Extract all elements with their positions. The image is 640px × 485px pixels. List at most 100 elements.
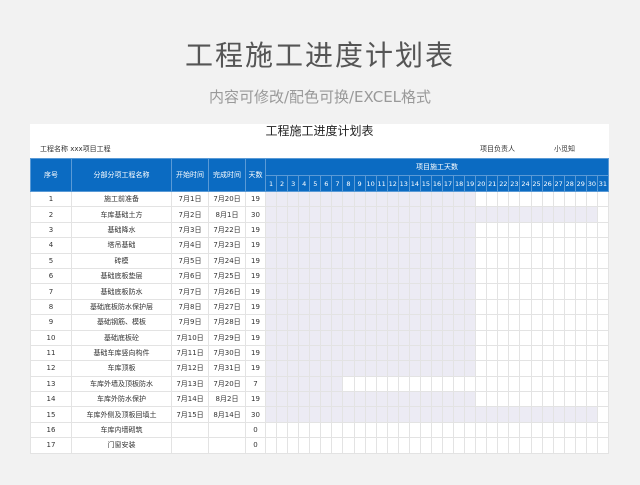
cell-name[interactable]: 基础底板砼 (71, 329, 172, 346)
cell-days[interactable]: 19 (245, 252, 266, 269)
cell-start[interactable]: 7月1日 (171, 190, 209, 208)
cell-name[interactable]: 塔吊基础 (71, 237, 172, 254)
cell-no[interactable]: 3 (30, 221, 72, 239)
cell-name[interactable]: 砖模 (71, 252, 172, 269)
cell-no[interactable]: 14 (30, 391, 72, 408)
cell-name[interactable]: 车库外防水保护 (71, 391, 172, 408)
cell-end[interactable]: 7月25日 (208, 267, 246, 285)
cell-name[interactable]: 基础底板防水 (71, 283, 172, 300)
gantt-bar-cell (342, 406, 355, 423)
cell-days[interactable]: 19 (245, 190, 266, 208)
cell-end[interactable]: 7月31日 (208, 360, 246, 377)
cell-name[interactable]: 车库基础土方 (71, 206, 172, 223)
cell-name[interactable]: 车库内墙砌筑 (71, 421, 172, 439)
cell-end[interactable]: 7月30日 (208, 344, 246, 362)
gantt-cell (574, 190, 587, 208)
cell-start[interactable]: 7月10日 (171, 329, 209, 346)
gantt-bar-cell (386, 360, 399, 377)
cell-days[interactable]: 19 (245, 298, 266, 316)
gantt-bar-cell (419, 267, 432, 285)
cell-days[interactable]: 30 (245, 406, 266, 423)
gantt-cell (596, 360, 610, 377)
cell-end[interactable]: 7月27日 (208, 298, 246, 316)
cell-start[interactable]: 7月15日 (171, 406, 209, 423)
cell-start[interactable]: 7月13日 (171, 375, 209, 393)
day-header: 7 (331, 175, 344, 192)
cell-start[interactable]: 7月9日 (171, 314, 209, 331)
cell-no[interactable]: 1 (30, 190, 72, 208)
cell-end[interactable] (208, 437, 246, 454)
cell-no[interactable]: 13 (30, 375, 72, 393)
cell-no[interactable]: 2 (30, 206, 72, 223)
cell-name[interactable]: 车库顶板 (71, 360, 172, 377)
cell-no[interactable]: 7 (30, 283, 72, 300)
cell-start[interactable] (171, 421, 209, 439)
gantt-bar-cell (264, 375, 278, 393)
cell-no[interactable]: 12 (30, 360, 72, 377)
cell-no[interactable]: 10 (30, 329, 72, 346)
cell-end[interactable]: 8月2日 (208, 391, 246, 408)
gantt-bar-cell (441, 298, 455, 316)
cell-no[interactable]: 8 (30, 298, 72, 316)
gantt-bar-cell (264, 237, 278, 254)
cell-no[interactable]: 15 (30, 406, 72, 423)
cell-start[interactable]: 7月8日 (171, 298, 209, 316)
cell-days[interactable]: 19 (245, 267, 266, 285)
cell-no[interactable]: 11 (30, 344, 72, 362)
cell-name[interactable]: 基础底板防水保护层 (71, 298, 172, 316)
cell-end[interactable]: 7月24日 (208, 252, 246, 269)
cell-end[interactable]: 7月28日 (208, 314, 246, 331)
cell-end[interactable]: 7月22日 (208, 221, 246, 239)
cell-end[interactable]: 7月29日 (208, 329, 246, 346)
cell-start[interactable]: 7月3日 (171, 221, 209, 239)
cell-end[interactable] (208, 421, 246, 439)
cell-days[interactable]: 19 (245, 221, 266, 239)
cell-days[interactable]: 19 (245, 391, 266, 408)
gantt-bar-cell (464, 360, 477, 377)
cell-end[interactable]: 7月26日 (208, 283, 246, 300)
cell-start[interactable]: 7月6日 (171, 267, 209, 285)
cell-days[interactable]: 19 (245, 360, 266, 377)
cell-days[interactable]: 19 (245, 237, 266, 254)
cell-start[interactable]: 7月2日 (171, 206, 209, 223)
cell-no[interactable]: 16 (30, 421, 72, 439)
cell-days[interactable]: 19 (245, 329, 266, 346)
cell-days[interactable]: 0 (245, 421, 266, 439)
cell-name[interactable]: 基础降水 (71, 221, 172, 239)
cell-name[interactable]: 车库外侧及顶板回填土 (71, 406, 172, 423)
cell-name[interactable]: 基础钢筋、模板 (71, 314, 172, 331)
cell-no[interactable]: 17 (30, 437, 72, 454)
gantt-bar-cell (309, 314, 322, 331)
cell-no[interactable]: 6 (30, 267, 72, 285)
cell-end[interactable]: 7月20日 (208, 190, 246, 208)
cell-days[interactable]: 19 (245, 314, 266, 331)
cell-start[interactable]: 7月5日 (171, 252, 209, 269)
gantt-bar-cell (364, 221, 377, 239)
cell-end[interactable]: 8月1日 (208, 206, 246, 223)
cell-name[interactable]: 门窗安装 (71, 437, 172, 454)
cell-end[interactable]: 7月20日 (208, 375, 246, 393)
cell-no[interactable]: 5 (30, 252, 72, 269)
cell-end[interactable]: 7月23日 (208, 237, 246, 254)
cell-name[interactable]: 车库外墙及顶板防水 (71, 375, 172, 393)
cell-name[interactable]: 基础底板垫层 (71, 267, 172, 285)
cell-start[interactable] (171, 437, 209, 454)
cell-days[interactable]: 19 (245, 344, 266, 362)
gantt-cell (475, 298, 488, 316)
cell-start[interactable]: 7月7日 (171, 283, 209, 300)
cell-days[interactable]: 7 (245, 375, 266, 393)
cell-no[interactable]: 9 (30, 314, 72, 331)
cell-days[interactable]: 19 (245, 283, 266, 300)
cell-no[interactable]: 4 (30, 237, 72, 254)
cell-start[interactable]: 7月4日 (171, 237, 209, 254)
cell-start[interactable]: 7月12日 (171, 360, 209, 377)
day-header: 13 (397, 175, 410, 192)
gantt-bar-cell (430, 267, 444, 285)
cell-end[interactable]: 8月14日 (208, 406, 246, 423)
cell-start[interactable]: 7月11日 (171, 344, 209, 362)
cell-start[interactable]: 7月14日 (171, 391, 209, 408)
cell-name[interactable]: 施工前准备 (71, 190, 172, 208)
cell-name[interactable]: 基础车库竖向构件 (71, 344, 172, 362)
cell-days[interactable]: 30 (245, 206, 266, 223)
cell-days[interactable]: 0 (245, 437, 266, 454)
